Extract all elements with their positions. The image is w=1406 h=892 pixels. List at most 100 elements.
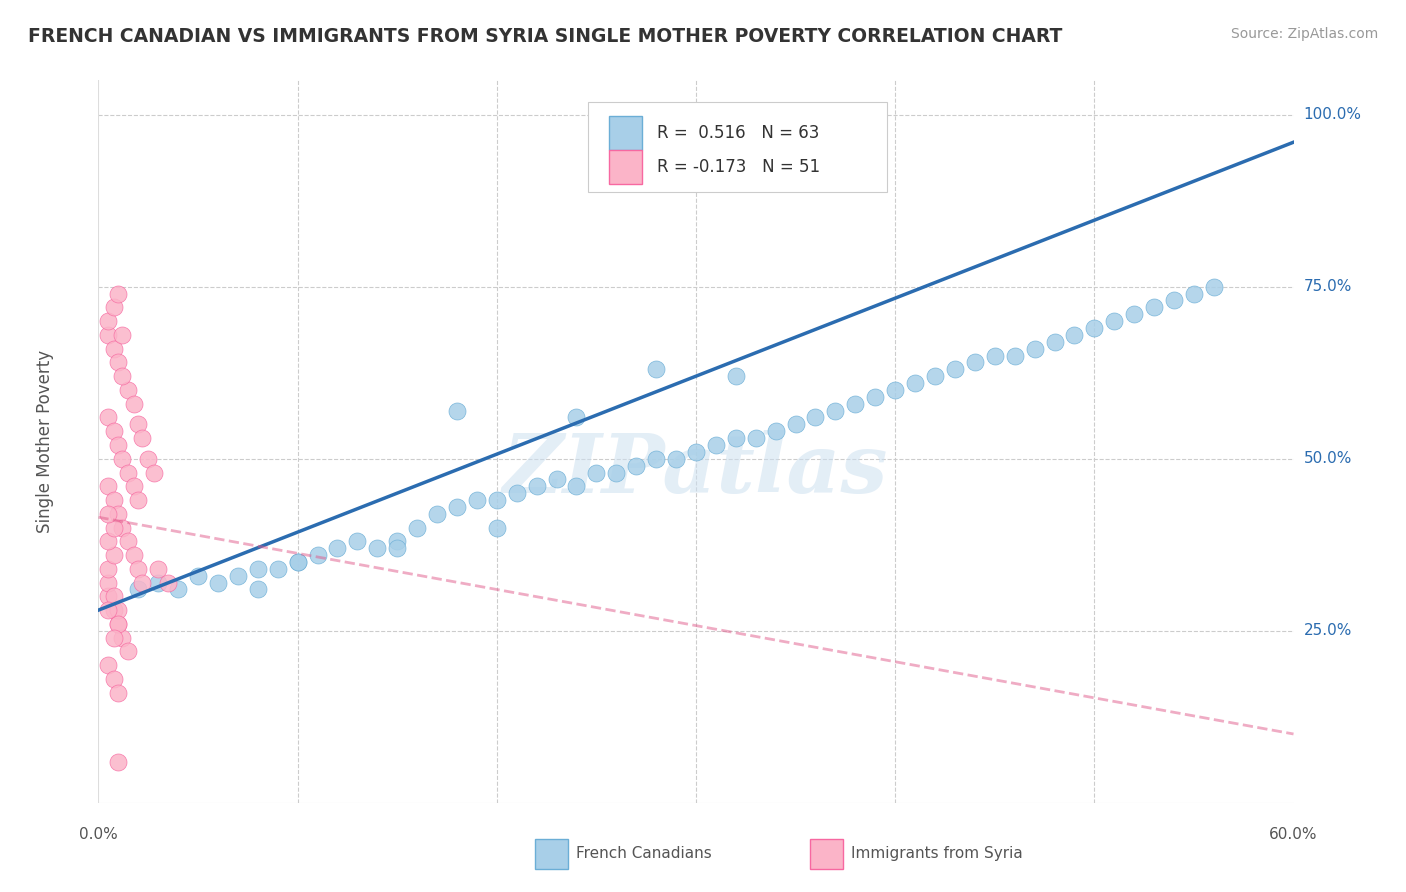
Point [526, 479, 548, 493]
Point [804, 410, 827, 425]
Text: 60.0%: 60.0% [1270, 827, 1317, 842]
Text: 25.0%: 25.0% [1303, 624, 1351, 639]
Point [1143, 301, 1166, 315]
Point [844, 397, 866, 411]
FancyBboxPatch shape [534, 838, 568, 870]
Point [406, 520, 429, 534]
Point [131, 575, 153, 590]
Point [103, 548, 125, 562]
Text: 100.0%: 100.0% [1303, 107, 1361, 122]
Point [107, 286, 129, 301]
Point [226, 568, 249, 582]
Point [1004, 349, 1026, 363]
Text: 0.0%: 0.0% [79, 827, 118, 842]
Point [385, 541, 409, 556]
Point [97, 479, 120, 493]
Point [1202, 279, 1225, 293]
Point [246, 562, 269, 576]
Point [307, 548, 329, 562]
Point [148, 575, 170, 590]
Text: Immigrants from Syria: Immigrants from Syria [852, 846, 1024, 861]
Point [117, 383, 139, 397]
Point [585, 466, 607, 480]
Point [446, 500, 468, 514]
Point [107, 438, 129, 452]
Text: French Canadians: French Canadians [576, 846, 713, 861]
Point [685, 445, 707, 459]
Point [97, 314, 120, 328]
Point [107, 616, 129, 631]
Point [103, 424, 125, 438]
Point [117, 644, 139, 658]
Point [107, 355, 129, 369]
Point [97, 658, 120, 673]
Point [865, 390, 887, 404]
FancyBboxPatch shape [609, 150, 643, 185]
Point [117, 534, 139, 549]
Point [103, 672, 125, 686]
Point [745, 431, 768, 445]
Point [127, 562, 149, 576]
Point [111, 369, 134, 384]
Point [117, 466, 139, 480]
Point [103, 603, 125, 617]
Point [366, 541, 388, 556]
Point [111, 520, 134, 534]
Point [124, 479, 146, 493]
Point [143, 466, 166, 480]
Point [127, 582, 149, 597]
Text: Source: ZipAtlas.com: Source: ZipAtlas.com [1230, 27, 1378, 41]
Point [103, 493, 125, 508]
Point [103, 520, 125, 534]
Point [103, 301, 125, 315]
Point [785, 417, 807, 432]
Text: 50.0%: 50.0% [1303, 451, 1351, 467]
Point [1024, 342, 1046, 356]
Text: 75.0%: 75.0% [1303, 279, 1351, 294]
Point [546, 472, 568, 486]
Point [287, 555, 309, 569]
Point [97, 603, 120, 617]
Point [97, 575, 120, 590]
Point [187, 568, 209, 582]
Text: FRENCH CANADIAN VS IMMIGRANTS FROM SYRIA SINGLE MOTHER POVERTY CORRELATION CHART: FRENCH CANADIAN VS IMMIGRANTS FROM SYRIA… [28, 27, 1063, 45]
Point [103, 342, 125, 356]
Point [287, 555, 309, 569]
Point [127, 493, 149, 508]
Point [107, 686, 129, 700]
Point [704, 438, 727, 452]
Point [645, 362, 668, 376]
Point [765, 424, 787, 438]
Point [124, 397, 146, 411]
Text: ZIPatlas: ZIPatlas [503, 431, 889, 510]
Point [103, 590, 125, 604]
Point [1182, 286, 1205, 301]
Point [107, 603, 129, 617]
Point [924, 369, 946, 384]
Point [97, 590, 120, 604]
Point [1104, 314, 1126, 328]
Point [127, 417, 149, 432]
Point [107, 755, 129, 769]
Point [884, 383, 907, 397]
Text: Single Mother Poverty: Single Mother Poverty [35, 350, 53, 533]
Point [97, 534, 120, 549]
Point [485, 493, 508, 508]
Point [665, 451, 688, 466]
Point [346, 534, 368, 549]
Point [465, 493, 488, 508]
FancyBboxPatch shape [609, 116, 643, 151]
Point [1063, 327, 1085, 342]
Point [485, 520, 508, 534]
Point [97, 327, 120, 342]
Point [246, 582, 269, 597]
Point [148, 562, 170, 576]
Point [267, 562, 290, 576]
Point [111, 451, 134, 466]
Point [724, 369, 747, 384]
Point [446, 403, 468, 417]
Point [131, 431, 153, 445]
Point [97, 410, 120, 425]
Point [943, 362, 966, 376]
Point [136, 451, 159, 466]
